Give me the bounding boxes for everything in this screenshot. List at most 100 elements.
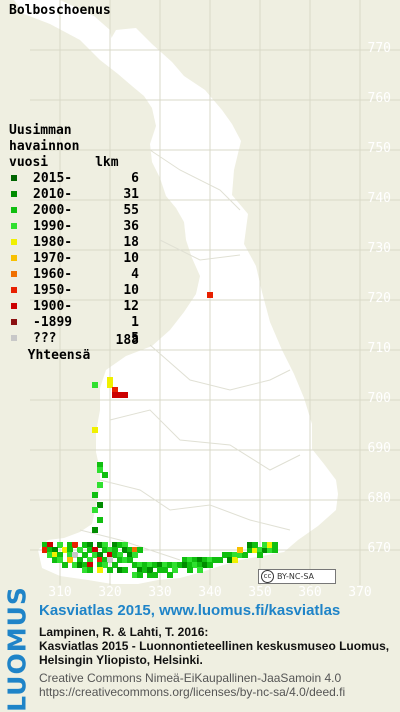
legend-header-line: Uusimman <box>9 123 72 138</box>
occurrence-square <box>97 552 103 558</box>
legend-label: 1900- <box>33 299 73 314</box>
occurrence-square <box>182 562 188 568</box>
occurrence-square <box>137 547 143 553</box>
occurrence-square <box>232 552 238 558</box>
legend-count: 5 <box>131 331 139 346</box>
occurrence-square <box>207 557 213 563</box>
occurrence-square <box>67 547 73 553</box>
occurrence-square <box>257 547 263 553</box>
occurrence-square <box>87 562 93 568</box>
occurrence-square <box>102 547 108 553</box>
citation-text: Lampinen, R. & Lahti, T. 2016: Kasviatla… <box>39 625 390 667</box>
legend-label: 1950- <box>33 283 73 298</box>
occurrence-square <box>167 572 173 578</box>
occurrence-square <box>132 562 138 568</box>
occurrence-square <box>82 552 88 558</box>
occurrence-square <box>267 547 273 553</box>
occurrence-square <box>202 562 208 568</box>
occurrence-square <box>132 552 138 558</box>
occurrence-square <box>82 542 88 548</box>
occurrence-square <box>57 557 63 563</box>
occurrence-square <box>157 567 163 573</box>
legend-count: 1 <box>131 315 139 330</box>
occurrence-square <box>192 557 198 563</box>
occurrence-square <box>197 567 203 573</box>
cc-badge-label: BY-NC-SA <box>277 572 315 581</box>
occurrence-square <box>72 552 78 558</box>
legend-label: ??? <box>33 331 57 346</box>
occurrence-square <box>107 567 113 573</box>
occurrence-square <box>152 572 158 578</box>
occurrence-square <box>92 507 98 513</box>
legend-label: 1980- <box>33 235 73 250</box>
license-text: Creative Commons Nimeä-EiKaupallinen-Jaa… <box>39 671 346 699</box>
occurrence-square <box>227 557 233 563</box>
cc-license-badge[interactable]: cc BY-NC-SA <box>258 569 336 584</box>
occurrence-square <box>197 557 203 563</box>
occurrence-square <box>92 547 98 553</box>
occurrence-square <box>57 542 63 548</box>
x-axis-label: 310 <box>48 585 72 600</box>
occurrence-square <box>252 542 258 548</box>
y-axis-label: 680 <box>367 491 391 506</box>
y-axis-label: 690 <box>367 441 391 456</box>
occurrence-square <box>267 542 273 548</box>
occurrence-square <box>92 427 98 433</box>
occurrence-square <box>187 567 193 573</box>
legend-count: 6 <box>131 171 139 186</box>
occurrence-square <box>142 567 148 573</box>
occurrence-square <box>262 542 268 548</box>
legend-label: 2015- <box>33 171 73 186</box>
occurrence-square <box>122 557 128 563</box>
occurrence-square <box>272 542 278 548</box>
occurrence-square <box>157 562 163 568</box>
legend-swatch <box>11 223 17 229</box>
occurrence-square <box>102 562 108 568</box>
occurrence-square <box>82 567 88 573</box>
occurrence-square <box>42 542 48 548</box>
occurrence-square <box>222 552 228 558</box>
y-axis-label: 740 <box>367 191 391 206</box>
occurrence-square <box>227 552 233 558</box>
legend-swatch <box>11 207 17 213</box>
occurrence-square <box>147 572 153 578</box>
occurrence-square <box>137 567 143 573</box>
occurrence-square <box>122 547 128 553</box>
kasviatlas-link[interactable]: Kasviatlas 2015, www.luomus.fi/kasviatla… <box>39 602 341 619</box>
occurrence-square <box>122 542 128 548</box>
occurrence-square <box>92 492 98 498</box>
occurrence-square <box>102 542 108 548</box>
legend-swatch <box>11 255 17 261</box>
occurrence-square <box>102 557 108 563</box>
x-axis-label: 350 <box>248 585 272 600</box>
occurrence-square <box>97 567 103 573</box>
occurrence-square <box>247 547 253 553</box>
occurrence-square <box>132 547 138 553</box>
lappi-panhandle <box>14 0 118 74</box>
occurrence-square <box>87 542 93 548</box>
occurrence-square <box>92 552 98 558</box>
occurrence-square <box>47 542 53 548</box>
occurrence-square <box>107 547 113 553</box>
occurrence-square <box>97 482 103 488</box>
occurrence-square <box>72 542 78 548</box>
occurrence-square <box>77 557 83 563</box>
legend-swatch <box>11 287 17 293</box>
occurrence-square <box>107 557 113 563</box>
legend-label: 2010- <box>33 187 73 202</box>
occurrence-square <box>137 562 143 568</box>
occurrence-square <box>122 567 128 573</box>
y-axis-label: 720 <box>367 291 391 306</box>
occurrence-square <box>112 552 118 558</box>
occurrence-square <box>67 557 73 563</box>
occurrence-square <box>197 562 203 568</box>
occurrence-square <box>117 557 123 563</box>
finland-land-area <box>38 28 338 584</box>
legend-count: 36 <box>123 219 139 234</box>
distribution-map <box>14 0 400 585</box>
occurrence-square <box>182 557 188 563</box>
occurrence-square <box>52 552 58 558</box>
y-axis-label: 700 <box>367 391 391 406</box>
legend-label: 1970- <box>33 251 73 266</box>
y-axis-label: 730 <box>367 241 391 256</box>
